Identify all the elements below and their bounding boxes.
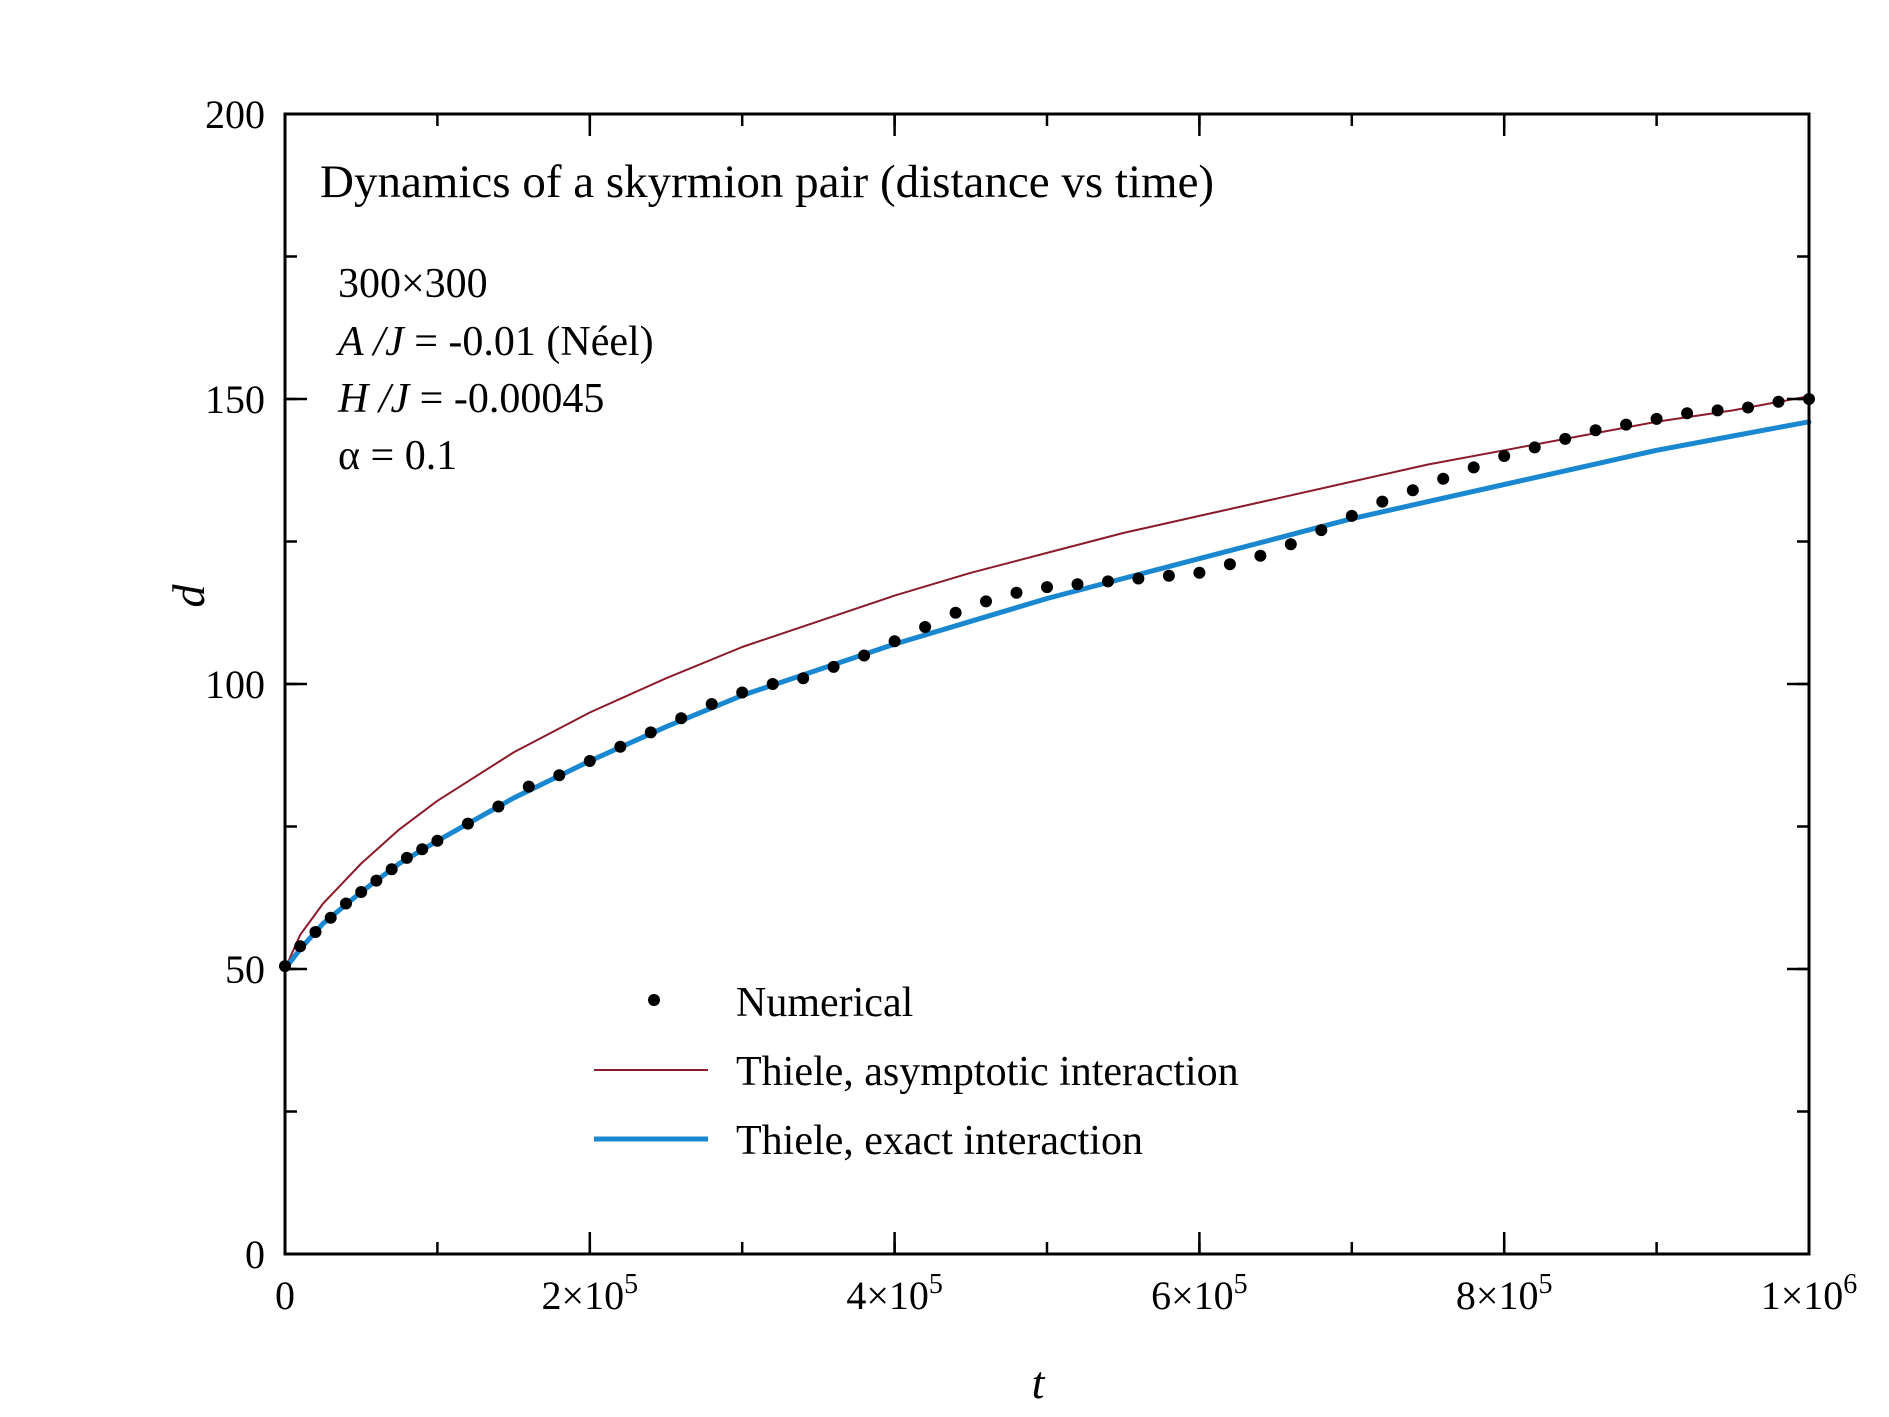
dmi-variable: A /J: [335, 319, 406, 365]
data-point: [644, 726, 657, 739]
data-point: [324, 911, 337, 924]
data-point: [1498, 450, 1511, 462]
data-point: [1681, 407, 1694, 420]
data-point: [553, 769, 566, 782]
data-point: [340, 897, 352, 910]
legend-label-asymptotic: Thiele, asymptotic interaction: [736, 1049, 1239, 1095]
data-point: [1071, 578, 1084, 591]
chart-title: Dynamics of a skyrmion pair (distance vs…: [320, 156, 1214, 208]
dmi-parameter-label: A /J = -0.01 (Néel): [335, 319, 654, 365]
y-tick-label: 100: [205, 662, 265, 707]
data-point: [675, 712, 688, 725]
data-point: [294, 940, 307, 953]
data-point: [1162, 569, 1175, 582]
data-point: [1620, 418, 1633, 431]
data-point: [766, 678, 779, 690]
data-point: [888, 635, 901, 648]
y-tick-label: 150: [205, 377, 265, 422]
x-tick-label: 6×105: [1151, 1269, 1248, 1318]
data-point: [492, 800, 505, 813]
data-point: [797, 672, 810, 685]
data-point: [1223, 558, 1236, 571]
x-tick-label: 4×105: [846, 1269, 943, 1318]
data-point: [1559, 432, 1572, 445]
data-point: [1315, 524, 1328, 537]
data-point: [522, 780, 535, 793]
x-tick-label: 8×105: [1456, 1269, 1553, 1318]
y-tick-label: 50: [225, 947, 265, 992]
x-tick-label: 0: [275, 1273, 295, 1318]
x-tick-label: 1×106: [1761, 1269, 1858, 1318]
data-point: [1528, 441, 1541, 454]
data-point: [1711, 404, 1724, 417]
data-point: [1345, 509, 1358, 522]
data-point: [1589, 424, 1602, 437]
legend-marker-numerical: [648, 994, 660, 1006]
data-point: [1742, 401, 1754, 414]
data-point: [1193, 566, 1206, 579]
damping-label: α = 0.1: [338, 433, 457, 479]
data-point: [980, 595, 992, 608]
data-point: [1376, 495, 1389, 508]
data-point: [400, 851, 413, 864]
data-point: [1406, 484, 1419, 497]
data-point: [431, 834, 444, 847]
data-point: [1284, 538, 1297, 551]
data-point: [1102, 575, 1114, 588]
data-point: [614, 740, 627, 753]
ticks-layer: 0 2×105 4×105 6×105 8×105 1×106 0 50 100 150 200: [205, 92, 1857, 1318]
data-point: [1254, 549, 1267, 562]
data-point: [370, 874, 383, 887]
data-point: [355, 886, 368, 898]
field-variable: H /J: [337, 376, 412, 422]
data-point: [827, 660, 840, 673]
data-point: [583, 755, 596, 767]
data-point: [1041, 581, 1053, 594]
data-point: [858, 649, 871, 662]
data-point: [736, 686, 749, 699]
legend-label-numerical: Numerical: [736, 980, 913, 1026]
y-axis-label: d: [163, 584, 214, 608]
data-point: [919, 621, 932, 633]
data-point: [461, 817, 474, 830]
y-tick-label: 200: [205, 92, 265, 137]
data-point: [1132, 572, 1145, 585]
data-point: [309, 926, 322, 938]
data-point: [416, 843, 429, 856]
data-point: [1467, 461, 1480, 474]
field-parameter-label: H /J = -0.00045: [337, 376, 604, 422]
series-line-thiele-exact-interaction: [282, 419, 1812, 972]
field-value: = -0.00045: [409, 376, 604, 422]
x-tick-label: 2×105: [542, 1269, 639, 1318]
legend-label-exact: Thiele, exact interaction: [736, 1118, 1143, 1164]
data-point: [385, 863, 398, 876]
data-point: [949, 606, 962, 619]
legend: Numerical Thiele, asymptotic interaction…: [594, 980, 1239, 1164]
data-point: [1010, 586, 1023, 599]
data-point: [705, 698, 718, 710]
x-axis-label: t: [1032, 1357, 1046, 1408]
y-tick-label: 0: [245, 1232, 265, 1277]
series-line-thiele-asymptotic-interaction: [284, 395, 1810, 970]
data-point: [1772, 395, 1785, 408]
series-layer: [279, 393, 1815, 973]
lattice-size-label: 300×300: [338, 261, 488, 307]
dmi-value: = -0.01 (Néel): [404, 319, 654, 365]
data-point: [1650, 412, 1663, 425]
data-point: [1437, 472, 1450, 485]
